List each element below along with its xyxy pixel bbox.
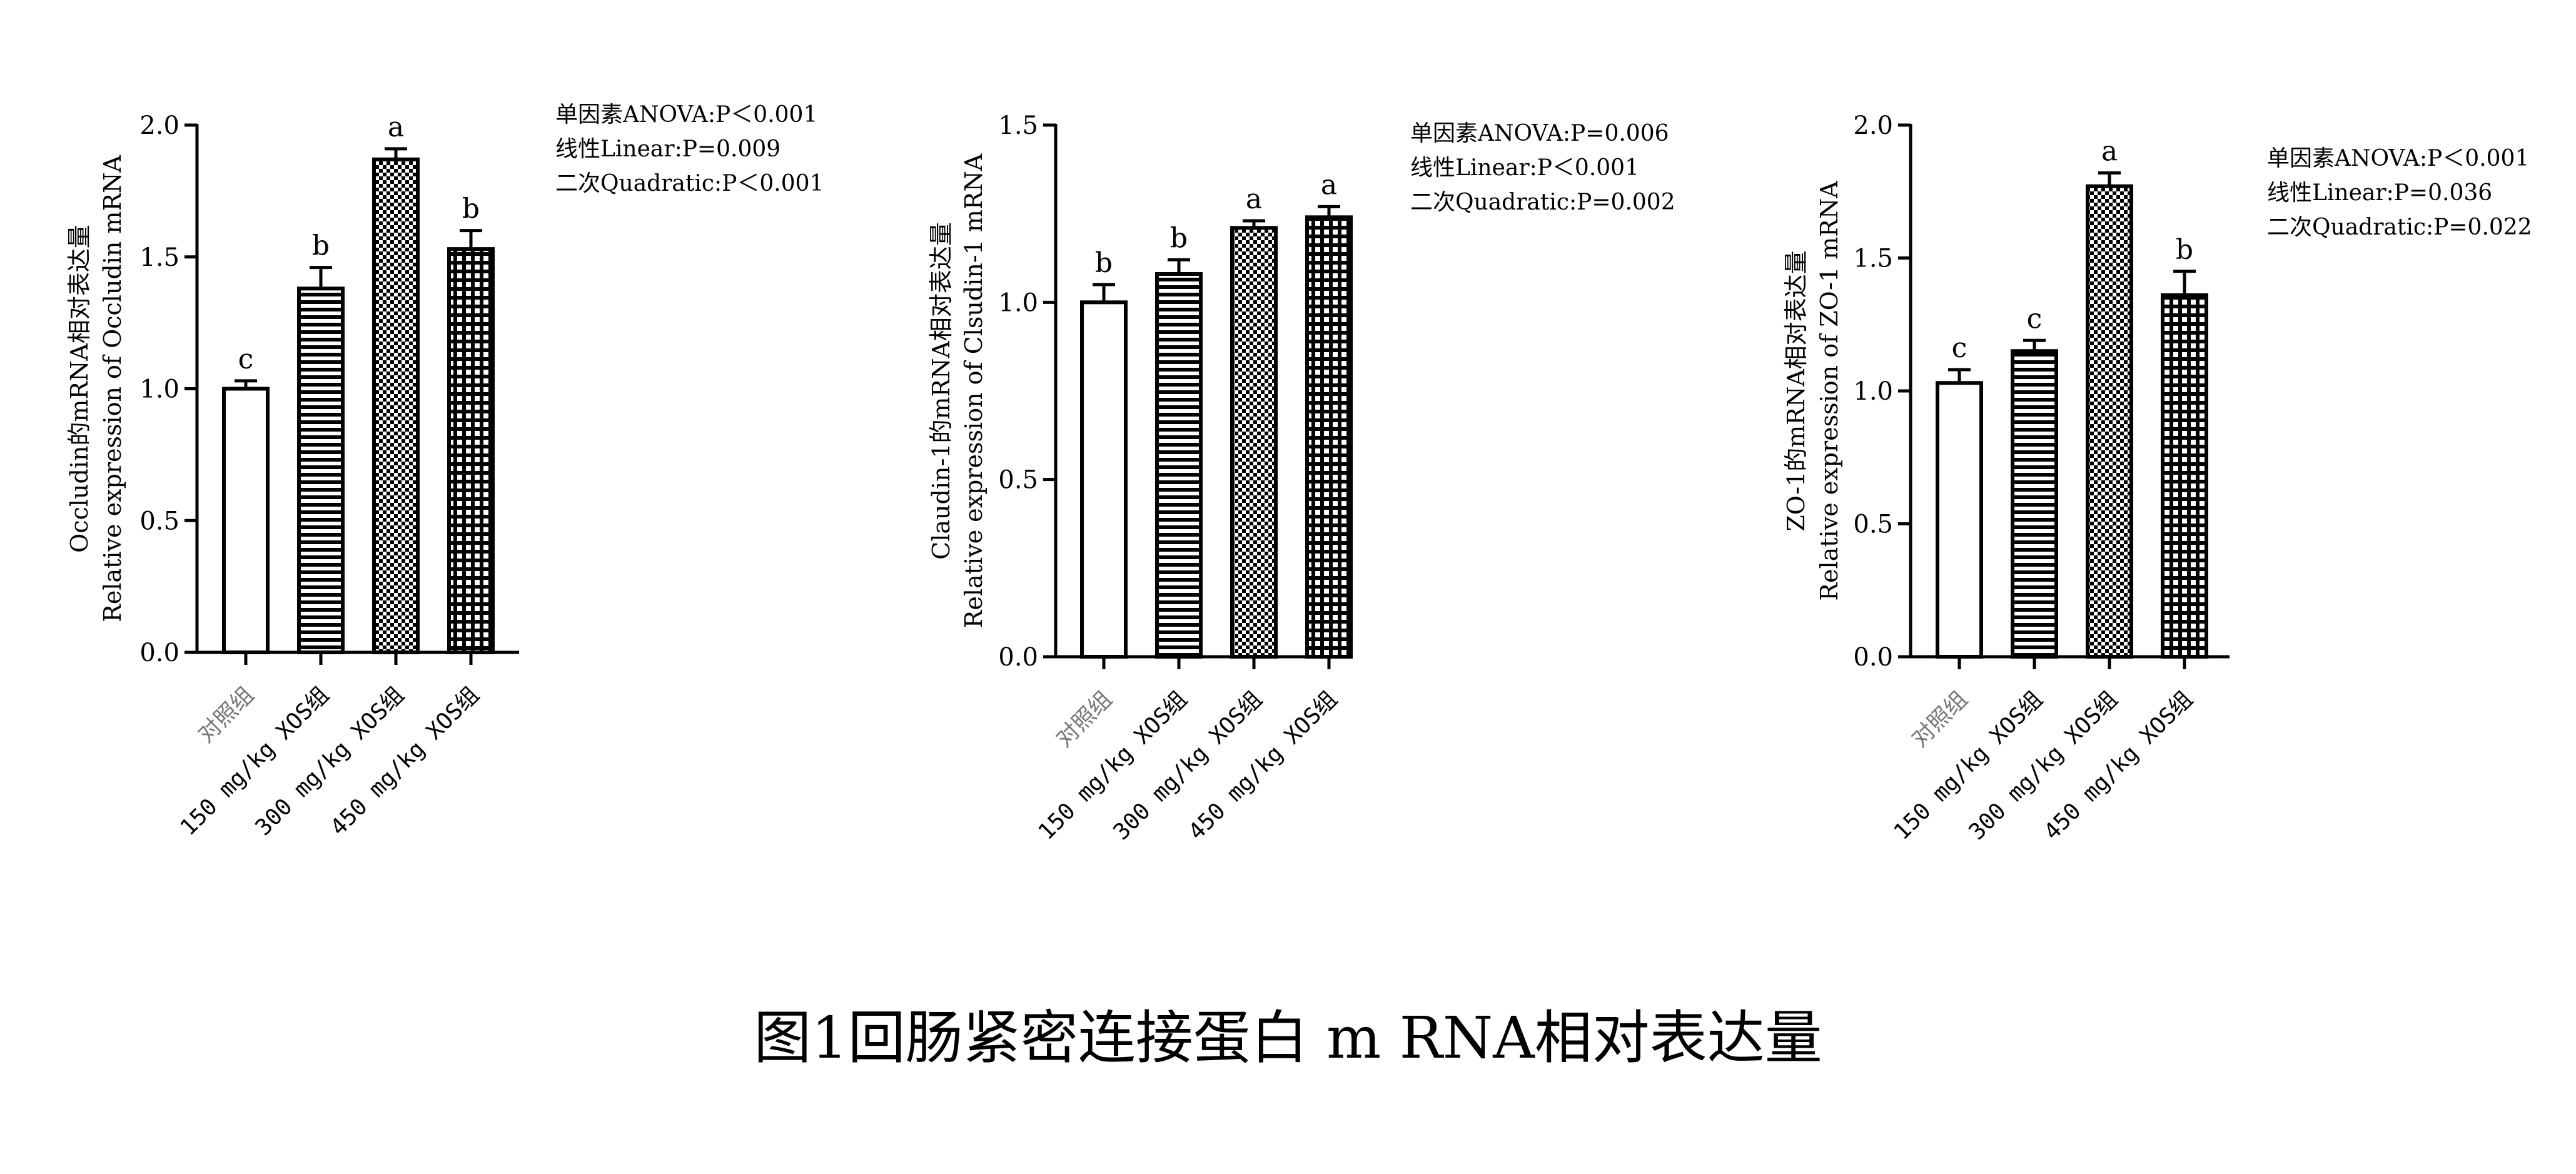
x-tick-label: 150 mg/kg XOS组 bbox=[176, 682, 335, 841]
y-tick-label: 1.0 bbox=[1853, 377, 1893, 406]
significance-letter: c bbox=[238, 343, 254, 375]
bar bbox=[372, 157, 420, 655]
y-tick-label: 0.5 bbox=[139, 507, 179, 535]
significance-letter: a bbox=[1246, 183, 1262, 215]
significance-letter: c bbox=[1952, 332, 1967, 364]
significance-letter: b bbox=[1095, 247, 1113, 279]
x-tick-label: 300 mg/kg XOS组 bbox=[251, 682, 410, 841]
y-tick-label: 0.5 bbox=[998, 466, 1038, 495]
x-tick-label: 对照组 bbox=[1051, 686, 1117, 752]
chart-panel-3: 0.0 0.5 1.0 1.5 2.0 ZO-1的mRNA相对表达量 Relative ex… bbox=[1782, 111, 2532, 845]
bar bbox=[447, 247, 495, 655]
stats-annotation: 单因素ANOVA:P＜0.001 bbox=[2267, 146, 2529, 171]
significance-letter: b bbox=[2176, 234, 2193, 266]
x-tick-label: 450 mg/kg XOS组 bbox=[326, 682, 485, 841]
stats-annotation: 二次Quadratic:P=0.022 bbox=[2267, 215, 2532, 240]
y-tick-label: 1.0 bbox=[998, 288, 1038, 317]
stats-annotation: 单因素ANOVA:P＜0.001 bbox=[555, 102, 817, 128]
y-axis-label-en: Relative expression of Clsudin-1 mRNA bbox=[960, 153, 987, 628]
x-tick-label: 对照组 bbox=[1907, 686, 1972, 752]
bar bbox=[1305, 215, 1353, 659]
bar bbox=[2161, 293, 2208, 659]
chart-panel-2: 0.0 0.5 1.0 1.5 Claudin-1的mRNA相对表达量 Relative … bbox=[927, 111, 1675, 845]
y-tick-label: 1.5 bbox=[139, 243, 179, 272]
significance-letter: a bbox=[388, 111, 404, 143]
bar bbox=[297, 286, 345, 654]
y-tick-label: 0.0 bbox=[998, 643, 1038, 672]
stats-annotation: 二次Quadratic:P=0.002 bbox=[1410, 190, 1675, 215]
x-tick-label: 对照组 bbox=[193, 682, 259, 747]
stats-annotation: 线性Linear:P＜0.001 bbox=[1410, 155, 1639, 181]
significance-letter: b bbox=[462, 193, 480, 225]
y-tick-label: 0.0 bbox=[139, 639, 179, 667]
y-axis-label-cn: ZO-1的mRNA相对表达量 bbox=[1782, 250, 1810, 531]
y-axis-label-en: Relative expression of Occludin mRNA bbox=[99, 155, 126, 622]
bar bbox=[2086, 184, 2133, 659]
x-tick-label: 450 mg/kg XOS组 bbox=[2039, 686, 2198, 845]
y-tick-label: 0.0 bbox=[1853, 643, 1893, 672]
stats-annotation: 单因素ANOVA:P=0.006 bbox=[1410, 121, 1669, 146]
y-tick-label: 1.5 bbox=[1853, 245, 1893, 273]
significance-letter: a bbox=[2101, 136, 2118, 168]
bar bbox=[1230, 226, 1278, 659]
bar bbox=[222, 387, 270, 654]
x-tick-label: 300 mg/kg XOS组 bbox=[1109, 686, 1268, 845]
y-axis-label-cn: Claudin-1的mRNA相对表达量 bbox=[927, 222, 955, 560]
significance-letter: c bbox=[2027, 303, 2043, 335]
x-tick-label: 300 mg/kg XOS组 bbox=[1964, 686, 2123, 845]
bar bbox=[1155, 272, 1203, 659]
significance-letter: a bbox=[1321, 169, 1337, 201]
y-tick-label: 2.0 bbox=[139, 111, 179, 140]
stats-annotation: 线性Linear:P=0.009 bbox=[555, 136, 780, 162]
stats-annotation: 线性Linear:P=0.036 bbox=[2267, 180, 2492, 206]
y-axis-label-en: Relative expression of ZO-1 mRNA bbox=[1816, 181, 1843, 601]
chart-panel-1: 0.0 0.5 1.0 1.5 2.0 Occludin的mRNA相对表达量 Relativ… bbox=[66, 102, 824, 841]
figure-caption: 图1回肠紧密连接蛋白 m RNA相对表达量 bbox=[754, 1004, 1822, 1071]
stats-annotation: 二次Quadratic:P＜0.001 bbox=[555, 171, 824, 196]
y-tick-label: 1.0 bbox=[139, 375, 179, 404]
y-tick-label: 2.0 bbox=[1853, 111, 1893, 140]
significance-letter: b bbox=[1170, 222, 1188, 254]
bar bbox=[1936, 381, 1983, 659]
x-tick-label: 150 mg/kg XOS组 bbox=[1889, 686, 2048, 845]
bar bbox=[2011, 349, 2058, 659]
y-tick-label: 1.5 bbox=[998, 111, 1038, 140]
x-tick-label: 450 mg/kg XOS组 bbox=[1184, 686, 1343, 845]
significance-letter: b bbox=[312, 230, 330, 262]
y-axis-label-cn: Occludin的mRNA相对表达量 bbox=[66, 225, 93, 553]
x-tick-label: 150 mg/kg XOS组 bbox=[1034, 686, 1193, 845]
bar bbox=[1080, 300, 1128, 659]
y-tick-label: 0.5 bbox=[1853, 510, 1893, 539]
